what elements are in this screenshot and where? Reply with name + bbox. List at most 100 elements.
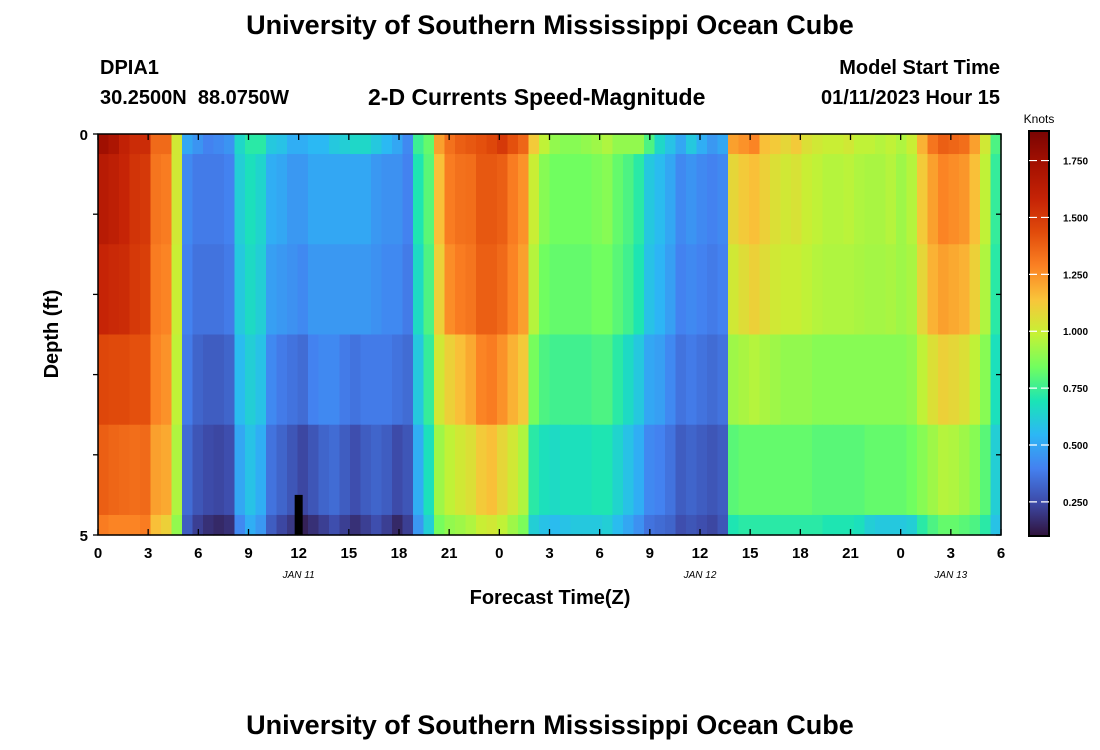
heatmap-cell bbox=[738, 514, 750, 536]
heatmap-cell bbox=[539, 244, 551, 336]
heatmap-cell bbox=[423, 334, 435, 426]
heatmap-cell bbox=[843, 244, 855, 336]
heatmap-cell bbox=[455, 514, 467, 536]
heatmap-cell bbox=[833, 334, 845, 426]
heatmap-cell bbox=[518, 424, 530, 516]
heatmap-cell bbox=[287, 424, 299, 516]
heatmap-cell bbox=[591, 334, 603, 426]
heatmap-cell bbox=[864, 424, 876, 516]
heatmap-cell bbox=[224, 154, 236, 245]
heatmap-cell bbox=[864, 134, 876, 155]
heatmap-cell bbox=[770, 334, 782, 426]
heatmap-cell bbox=[969, 334, 981, 426]
heatmap-cell bbox=[182, 154, 194, 245]
heatmap-cell bbox=[812, 154, 824, 245]
heatmap-cell bbox=[360, 424, 372, 516]
x-tick-label: 9 bbox=[646, 545, 654, 562]
heatmap-cell bbox=[476, 134, 488, 155]
heatmap-cell bbox=[150, 244, 162, 336]
heatmap-cell bbox=[906, 334, 918, 426]
date-label: JAN 11 bbox=[282, 570, 315, 581]
heatmap-cell bbox=[801, 154, 813, 245]
heatmap-cell bbox=[759, 514, 771, 536]
heatmap-cell bbox=[339, 514, 351, 536]
x-tick-label: 15 bbox=[340, 545, 357, 562]
heatmap-cell bbox=[833, 424, 845, 516]
heatmap-cell bbox=[108, 244, 120, 336]
heatmap-cell bbox=[486, 334, 498, 426]
heatmap-cell bbox=[644, 244, 656, 336]
heatmap-cell bbox=[917, 424, 929, 516]
heatmap-cell bbox=[213, 424, 225, 516]
heatmap-cell bbox=[119, 514, 131, 536]
heatmap-cell bbox=[182, 244, 194, 336]
heatmap-cell bbox=[434, 134, 446, 155]
heatmap-cell bbox=[434, 244, 446, 336]
heatmap-cell bbox=[539, 134, 551, 155]
heatmap-cell bbox=[507, 424, 519, 516]
heatmap-cell bbox=[392, 154, 404, 245]
y-axis-label: Depth (ft) bbox=[41, 290, 63, 379]
heatmap-cell bbox=[759, 244, 771, 336]
heatmap-cell bbox=[339, 134, 351, 155]
heatmap-cell bbox=[350, 334, 362, 426]
heatmap-cell bbox=[833, 154, 845, 245]
heatmap-cell bbox=[707, 134, 719, 155]
heatmap-cell bbox=[486, 514, 498, 536]
heatmap-cell bbox=[192, 244, 204, 336]
heatmap-cell bbox=[444, 514, 456, 536]
heatmap-cell bbox=[119, 244, 131, 336]
colorbar-tick-label: 1.250 bbox=[1063, 270, 1088, 281]
heatmap-cell bbox=[948, 154, 960, 245]
heatmap-cell bbox=[665, 134, 677, 155]
heatmap-cell bbox=[182, 134, 194, 155]
heatmap-cell bbox=[203, 514, 215, 536]
heatmap-cell bbox=[843, 514, 855, 536]
heatmap-cell bbox=[623, 134, 635, 155]
heatmap-cell bbox=[854, 334, 866, 426]
heatmap-cell bbox=[801, 514, 813, 536]
heatmap-cell bbox=[245, 514, 257, 536]
heatmap-cell bbox=[245, 244, 257, 336]
heatmap-cell bbox=[686, 514, 698, 536]
heatmap-cell bbox=[507, 334, 519, 426]
heatmap-cell bbox=[465, 134, 477, 155]
heatmap-cell bbox=[371, 514, 383, 536]
model-start-label: Model Start Time bbox=[839, 57, 1000, 79]
heatmap-cell bbox=[938, 424, 950, 516]
heatmap-cell bbox=[413, 244, 425, 336]
heatmap-cell bbox=[318, 154, 330, 245]
heatmap-cell bbox=[875, 134, 887, 155]
heatmap-cell bbox=[497, 334, 509, 426]
heatmap-cell bbox=[308, 424, 320, 516]
heatmap-cell bbox=[213, 244, 225, 336]
heatmap-cell bbox=[959, 424, 971, 516]
heatmap-cell bbox=[591, 154, 603, 245]
x-tick-label: 21 bbox=[842, 545, 859, 562]
heatmap-cell bbox=[654, 134, 666, 155]
heatmap-cell bbox=[402, 334, 414, 426]
plot-title: 2-D Currents Speed-Magnitude bbox=[368, 84, 706, 110]
heatmap-cell bbox=[738, 244, 750, 336]
x-tick-label: 6 bbox=[595, 545, 603, 562]
colorbar-tick-label: 1.750 bbox=[1063, 157, 1088, 168]
colorbar-tick-label: 0.750 bbox=[1063, 384, 1088, 395]
heatmap-cell bbox=[108, 514, 120, 536]
heatmap-cell bbox=[780, 244, 792, 336]
heatmap-cell bbox=[707, 514, 719, 536]
heatmap-cell bbox=[434, 334, 446, 426]
heatmap-cell bbox=[339, 154, 351, 245]
heatmap-cell bbox=[623, 244, 635, 336]
heatmap-cell bbox=[570, 154, 582, 245]
heatmap-cell bbox=[371, 154, 383, 245]
heatmap-cell bbox=[539, 514, 551, 536]
date-label: JAN 12 bbox=[683, 570, 717, 581]
heatmap-cell bbox=[213, 514, 225, 536]
heatmap-cell bbox=[570, 424, 582, 516]
heatmap-cell bbox=[507, 244, 519, 336]
heatmap-cell bbox=[780, 134, 792, 155]
heatmap-cell bbox=[444, 134, 456, 155]
heatmap-cell bbox=[654, 424, 666, 516]
heatmap-cell bbox=[728, 244, 740, 336]
colorbar-tick-label: 0.500 bbox=[1063, 441, 1088, 452]
